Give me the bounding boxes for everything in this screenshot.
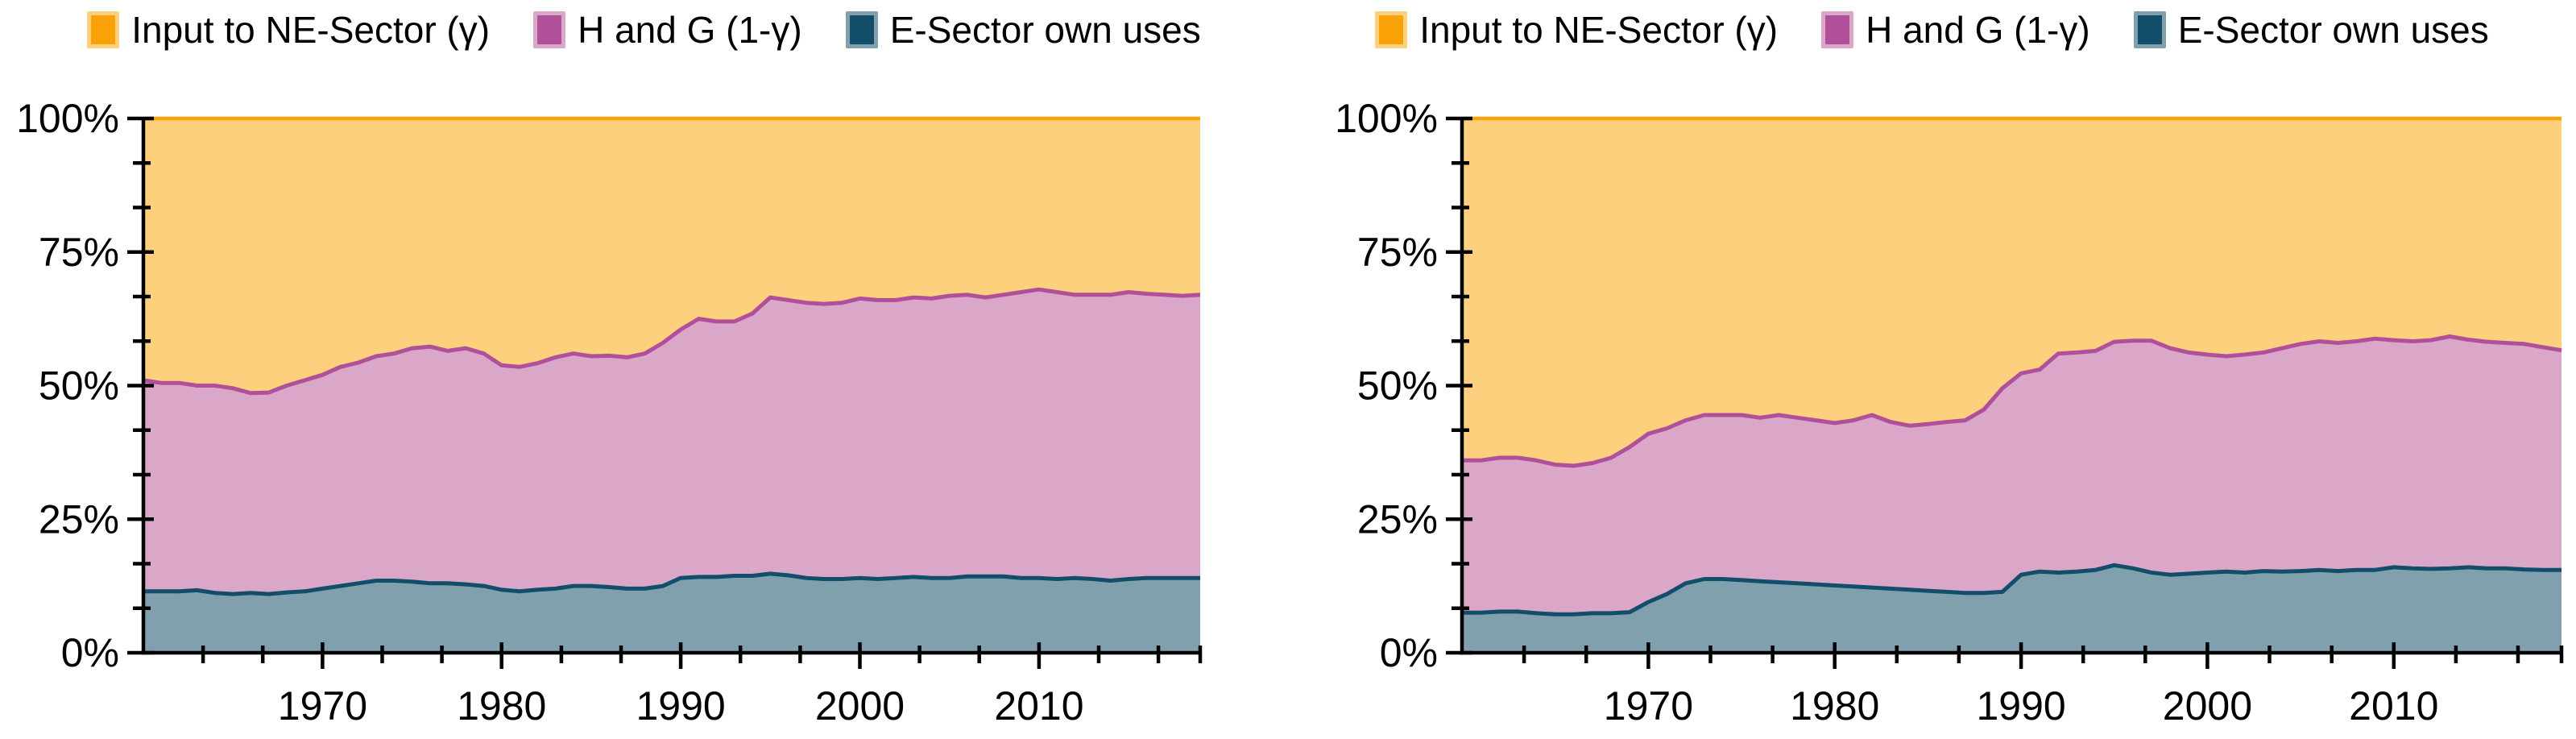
x-tick-label: 2000 [2163,683,2252,729]
line-e-sector-own-uses [1462,563,2562,617]
legend-item-input-to-ne-sector: Input to NE-Sector (γ) [87,11,490,48]
line-h-and-g [1462,334,2562,468]
area-h-and-g [143,289,1200,595]
y-tick-label: 50% [1357,363,1438,409]
legend: Input to NE-Sector (γ) H and G (1-γ) E-S… [1288,11,2576,48]
legend-label: E-Sector own uses [2177,9,2489,51]
legend-swatch-navy-core [2137,15,2162,44]
legend-swatch-orange-core [1379,15,1404,44]
left-chart-plot: 0% 25% 50% 75% 100% 1970 1980 1990 2000 2010 [16,96,1203,729]
legend-item-e-sector-own-uses: E-Sector own uses [845,9,1201,51]
line-h-and-g [143,287,1201,396]
legend: Input to NE-Sector (γ) H and G (1-γ) E-S… [0,11,1288,48]
area-h-and-g [1462,336,2562,615]
legend-swatch-pink-core [537,15,562,44]
line-e-sector-own-uses [143,571,1200,596]
legend-swatch-pink-core [1825,15,1850,44]
legend-swatch-navy [845,11,878,48]
legend-label: Input to NE-Sector (γ) [1419,9,1779,51]
x-tick-label: 1980 [1790,683,1879,729]
x-tick-label: 1970 [1604,683,1693,729]
y-tick-label: 0% [61,630,119,675]
x-tick-label: 2010 [994,683,1083,729]
legend-swatch-orange-core [91,15,116,44]
chart-panel-right: Input to NE-Sector (γ) H and G (1-γ) E-S… [1288,0,2576,739]
legend-swatch-pink [533,11,566,48]
legend-label: E-Sector own uses [889,9,1201,51]
y-tick-label: 25% [39,496,119,542]
y-tick-label: 25% [1357,496,1438,542]
legend-swatch-orange [1375,11,1408,48]
chart-panel-left: Input to NE-Sector (γ) H and G (1-γ) E-S… [0,11,1288,729]
legend-swatch-navy-core [849,15,874,44]
area-e-sector-own-uses [1462,565,2562,653]
legend-item-input-to-ne-sector: Input to NE-Sector (γ) [1375,11,1778,48]
x-tick-label: 1990 [636,683,725,729]
legend-item-h-and-g: H and G (1-γ) [1821,11,2090,48]
y-tick-label: 100% [1335,96,1438,141]
legend-label: Input to NE-Sector (γ) [131,9,491,51]
y-tick-label: 75% [39,230,119,275]
area-e-sector-own-uses [143,573,1200,653]
legend-item-e-sector-own-uses: E-Sector own uses [2133,9,2489,51]
legend-item-h-and-g: H and G (1-γ) [533,11,802,48]
legend-swatch-navy [2133,11,2166,48]
y-tick-label: 0% [1380,630,1438,675]
y-tick-label: 100% [16,96,119,141]
area-input-to-ne-sector [143,118,1200,393]
x-tick-label: 1970 [278,683,367,729]
legend-swatch-orange [87,11,120,48]
y-tick-label: 75% [1357,230,1438,275]
x-tick-label: 2010 [2349,683,2438,729]
legend-label: H and G (1-γ) [1866,9,2090,51]
legend-swatch-pink [1821,11,1854,48]
right-chart-plot: 0% 25% 50% 75% 100% 1970 1980 1990 2000 2010 [1335,96,2564,729]
x-tick-label: 1980 [457,683,546,729]
y-tick-label: 50% [39,363,119,409]
area-input-to-ne-sector [1462,118,2562,466]
x-tick-label: 2000 [815,683,905,729]
legend-label: H and G (1-γ) [578,9,802,51]
x-tick-label: 1990 [1976,683,2065,729]
